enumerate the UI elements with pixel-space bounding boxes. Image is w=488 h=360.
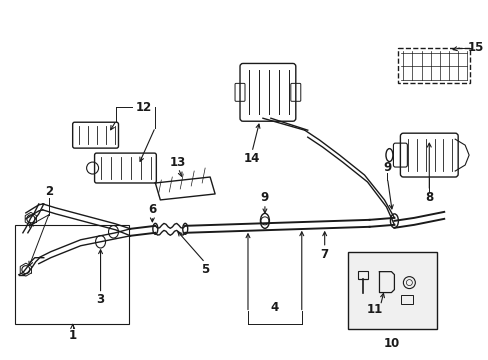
Text: 5: 5 [201, 263, 209, 276]
Text: 13: 13 [170, 156, 186, 168]
Text: 14: 14 [244, 152, 260, 165]
Text: 4: 4 [270, 301, 279, 314]
Bar [15, 225, 129, 324]
Text: 2: 2 [44, 185, 53, 198]
Text: 7: 7 [320, 248, 328, 261]
Bar [401, 294, 412, 303]
Bar [398, 48, 469, 83]
Text: 15: 15 [467, 41, 483, 54]
Bar [347, 252, 436, 329]
Text: 1: 1 [68, 329, 77, 342]
Text: 11: 11 [366, 303, 382, 316]
Text: 9: 9 [383, 161, 391, 174]
Text: 8: 8 [424, 192, 432, 204]
Text: 10: 10 [383, 337, 399, 350]
Bar [357, 271, 367, 279]
Text: 9: 9 [260, 192, 268, 204]
Text: 12: 12 [135, 101, 151, 114]
Text: 6: 6 [148, 203, 156, 216]
Text: 3: 3 [96, 293, 104, 306]
